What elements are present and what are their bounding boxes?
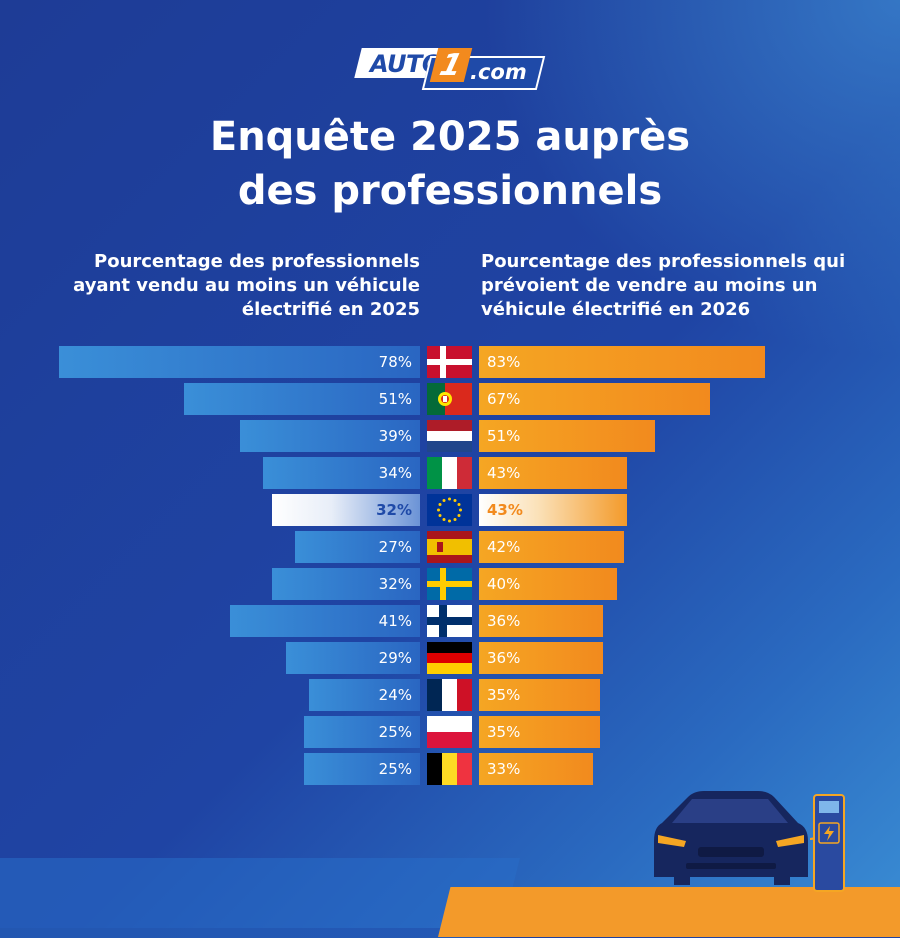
value-label-2025: 29% [378, 649, 412, 667]
value-label-2025: 27% [378, 538, 412, 556]
flag-finland-icon [427, 605, 472, 637]
bar-2026 [479, 494, 628, 526]
chart-row: 78% 83% [0, 346, 900, 378]
bar-2025 [271, 494, 420, 526]
value-label-2026: 40% [487, 575, 521, 593]
bar-2026 [479, 383, 710, 415]
bar-2026 [479, 568, 617, 600]
chart-row: 41% 36% [0, 605, 900, 637]
chart-title-line1: Enquête 2025 auprès [209, 114, 691, 160]
chart-row: 32% 40% [0, 568, 900, 600]
bar-2026 [479, 716, 600, 748]
right-subtitle-year: 2026 [700, 299, 751, 320]
value-label-2026: 36% [487, 649, 521, 667]
flag-poland-icon [427, 716, 472, 748]
flag-belgium-icon [427, 753, 472, 785]
left-subtitle-year: 2025 [369, 299, 420, 320]
bar-2025 [183, 383, 420, 415]
value-label-2025: 41% [378, 612, 412, 630]
bar-2026 [479, 346, 765, 378]
electric-car-charging-illustration [654, 791, 845, 892]
chart-row: 51% 67% [0, 383, 900, 415]
flag-france-icon [427, 679, 472, 711]
chart-row: 34% 43% [0, 457, 900, 489]
value-label-2026: 36% [487, 612, 521, 630]
background-glow [480, 0, 900, 360]
bar-2026 [479, 457, 628, 489]
auto1-logo: AUTO 1 .com [354, 48, 546, 92]
bar-2026 [479, 605, 604, 637]
bar-2026 [479, 753, 593, 785]
bar-2025 [262, 457, 420, 489]
chart-row: 32% 43% [0, 494, 900, 526]
bar-2025 [59, 346, 420, 378]
value-label-2026: 67% [487, 390, 521, 408]
chart-row: 29% 36% [0, 642, 900, 674]
value-label-2025: 25% [378, 760, 412, 778]
value-label-2026: 43% [487, 464, 521, 482]
left-subtitle-text: Pourcentage des professionnels ayant ven… [73, 251, 420, 320]
bar-2025 [239, 420, 420, 452]
chart-row: 24% 35% [0, 679, 900, 711]
flag-denmark-icon [427, 346, 472, 378]
flag-netherlands-icon [427, 420, 472, 452]
value-label-2026: 33% [487, 760, 521, 778]
right-subtitle-text: Pourcentage des professionnels qui prévo… [481, 251, 846, 320]
bar-2026 [479, 531, 624, 563]
chart-title-line2: des professionnels [237, 168, 663, 214]
value-label-2026: 35% [487, 723, 521, 741]
car-icon [654, 791, 808, 885]
value-label-2025: 24% [378, 686, 412, 704]
bar-2026 [479, 420, 655, 452]
bar-2025 [295, 531, 420, 563]
value-label-2026: 43% [487, 501, 523, 519]
value-label-2025: 32% [378, 575, 412, 593]
value-label-2025: 78% [378, 353, 412, 371]
bar-2025 [271, 568, 420, 600]
right-subtitle: Pourcentage des professionnels qui prévo… [481, 250, 861, 322]
value-label-2025: 39% [378, 427, 412, 445]
value-label-2026: 35% [487, 686, 521, 704]
logo-dotcom-text: .com [470, 60, 527, 84]
chart-row: 27% 42% [0, 531, 900, 563]
flag-italy-icon [427, 457, 472, 489]
value-label-2025: 32% [376, 501, 412, 519]
value-label-2025: 25% [378, 723, 412, 741]
value-label-2025: 51% [378, 390, 412, 408]
bar-2025 [230, 605, 420, 637]
flag-sweden-icon [427, 568, 472, 600]
charging-station-icon [809, 794, 845, 892]
bar-2025 [308, 679, 420, 711]
value-label-2025: 34% [378, 464, 412, 482]
flag-spain-icon [427, 531, 472, 563]
chart-row: 39% 51% [0, 420, 900, 452]
value-label-2026: 51% [487, 427, 521, 445]
flag-germany-icon [427, 642, 472, 674]
left-subtitle: Pourcentage des professionnels ayant ven… [60, 250, 420, 322]
bar-2026 [479, 679, 600, 711]
chart-row: 25% 35% [0, 716, 900, 748]
flag-portugal-icon [427, 383, 472, 415]
flag-eu-icon [427, 494, 472, 526]
value-label-2026: 42% [487, 538, 521, 556]
bar-2025 [304, 753, 420, 785]
bar-2025 [304, 716, 420, 748]
value-label-2026: 83% [487, 353, 521, 371]
bar-2025 [285, 642, 420, 674]
bar-2026 [479, 642, 604, 674]
chart-row: 25% 33% [0, 753, 900, 785]
